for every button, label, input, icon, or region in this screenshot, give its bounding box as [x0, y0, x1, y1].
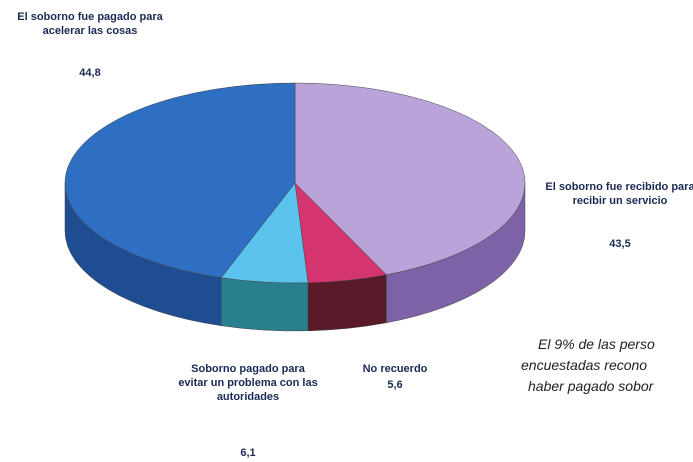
value-label: 43,5 — [609, 238, 631, 250]
slice — [294, 82, 526, 276]
annotation: El 9% de las perso — [538, 336, 655, 352]
value-label: 6,1 — [240, 447, 256, 459]
slice-label: El soborno fue recibido para recibir un … — [545, 181, 693, 207]
annotation: encuestadas recono — [521, 357, 648, 373]
slice-label: El soborno fue pagado para acelerar las … — [17, 11, 163, 37]
value-label: 5,6 — [387, 379, 403, 391]
slice-label: No recuerdo — [362, 363, 428, 375]
value-label: 44,8 — [79, 67, 101, 79]
slice-side — [307, 274, 387, 332]
slice-label: Soborno pagado para evitar un problema c… — [178, 363, 318, 403]
slice-side — [220, 277, 309, 332]
annotation: haber pagado sobor — [528, 378, 654, 394]
slice — [64, 82, 296, 278]
